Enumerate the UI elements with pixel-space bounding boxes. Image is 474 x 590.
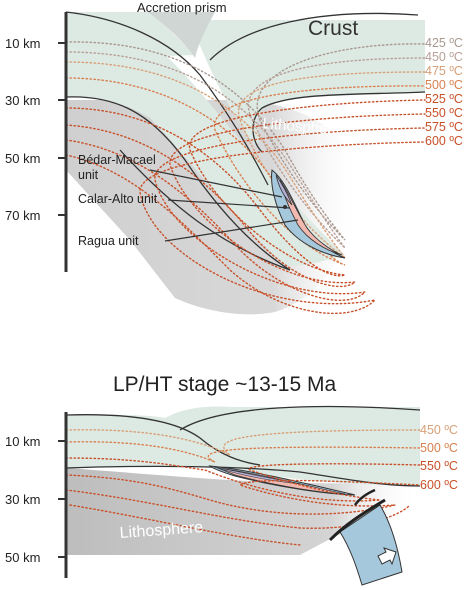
top-depth-label-30: 30 km — [5, 93, 40, 108]
bottom-isotherm-lines — [65, 429, 421, 546]
top-panel: 10 km 30 km 50 km 70 km Accretion prism … — [5, 0, 463, 315]
isotherm-600-top — [65, 141, 426, 315]
top-slab-base — [119, 149, 291, 271]
isotherm-450-bottom — [65, 429, 421, 456]
top-isotherm-label-575: 575 ºC — [425, 120, 463, 134]
detachment-fault — [328, 498, 386, 542]
isotherm-500-top — [65, 77, 426, 266]
top-crust-slab — [66, 55, 345, 266]
isotherm-575-top — [65, 127, 426, 301]
top-unit-lens-lilac — [275, 174, 293, 206]
unit-label-bedar-line1: Bédar-Macael — [78, 153, 156, 167]
top-depth-label-70: 70 km — [5, 208, 40, 223]
leader-line-calar — [167, 199, 291, 209]
bottom-isotherm-label-600: 600 ºC — [420, 478, 458, 492]
unit-label-ragua: Ragua unit — [78, 234, 139, 248]
top-lithosphere-label: Lithosphere — [262, 115, 342, 139]
bottom-crust — [66, 406, 420, 486]
isotherm-600-bottom — [65, 474, 421, 515]
bottom-crust-top-right — [179, 405, 421, 431]
leader-line-bedar — [149, 169, 283, 198]
bottom-isotherm-label-500: 500 ºC — [420, 441, 458, 455]
crust-label: Crust — [308, 17, 358, 40]
isotherm-550-bottom — [65, 457, 421, 502]
bottom-lithosphere-label: Lithosphere — [119, 519, 204, 542]
bottom-crust-top-left — [65, 414, 261, 466]
isotherm-500-bottom — [65, 441, 421, 463]
top-depth-label-50: 50 km — [5, 151, 40, 166]
isotherm-550-top — [65, 113, 426, 288]
sinking-arrow-icon — [377, 547, 397, 566]
unit-label-bedar-line2: unit — [78, 168, 99, 182]
top-isotherm-label-450: 450 ºC — [425, 50, 463, 64]
top-depth-ticks — [58, 42, 66, 216]
bottom-panel: LP/HT stage ~13-15 Ma — [5, 373, 458, 586]
top-isotherm-label-550: 550 ºC — [425, 106, 463, 120]
bottom-panel-title: LP/HT stage ~13-15 Ma — [113, 373, 336, 396]
top-isotherm-label-500: 500 ºC — [425, 78, 463, 92]
bottom-isotherm-label-450: 450 ºC — [420, 423, 458, 437]
top-crust-boundary-left — [65, 11, 269, 186]
top-moho-right — [252, 91, 426, 153]
top-crust-overriding — [190, 20, 425, 145]
top-crust-left — [66, 12, 195, 60]
accretion-prism-label: Accretion prism — [137, 0, 227, 15]
unit-label-calar: Calar-Alto unit — [78, 192, 158, 206]
bottom-depth-label-30: 30 km — [5, 492, 40, 507]
top-crust-boundary-right — [209, 12, 419, 61]
bottom-depth-ticks — [58, 440, 66, 558]
isotherm-extra-2 — [69, 504, 301, 546]
top-isotherm-label-425: 425 ºC — [425, 36, 463, 50]
top-moho-left — [65, 96, 291, 271]
isotherm-extra-1 — [65, 489, 411, 529]
isotherm-450-top — [65, 51, 426, 249]
top-unit-lens-pink — [279, 179, 343, 256]
top-isotherm-label-600: 600 ºC — [425, 134, 463, 148]
isotherm-425-top — [65, 41, 426, 241]
slab-crack — [353, 488, 376, 506]
detached-slab — [339, 504, 403, 586]
isotherm-525-top — [65, 99, 426, 277]
top-accretion-prism — [148, 12, 215, 58]
bottom-depth-label-50: 50 km — [5, 550, 40, 565]
top-isotherm-label-525: 525 ºC — [425, 92, 463, 106]
top-depth-label-10: 10 km — [5, 36, 40, 51]
bottom-depth-label-10: 10 km — [5, 434, 40, 449]
bottom-unit-lens-lilac — [213, 466, 301, 485]
bottom-isotherm-label-550: 550 ºC — [420, 459, 458, 473]
top-isotherm-label-475: 475 ºC — [425, 64, 463, 78]
leader-line-ragua — [164, 219, 299, 242]
